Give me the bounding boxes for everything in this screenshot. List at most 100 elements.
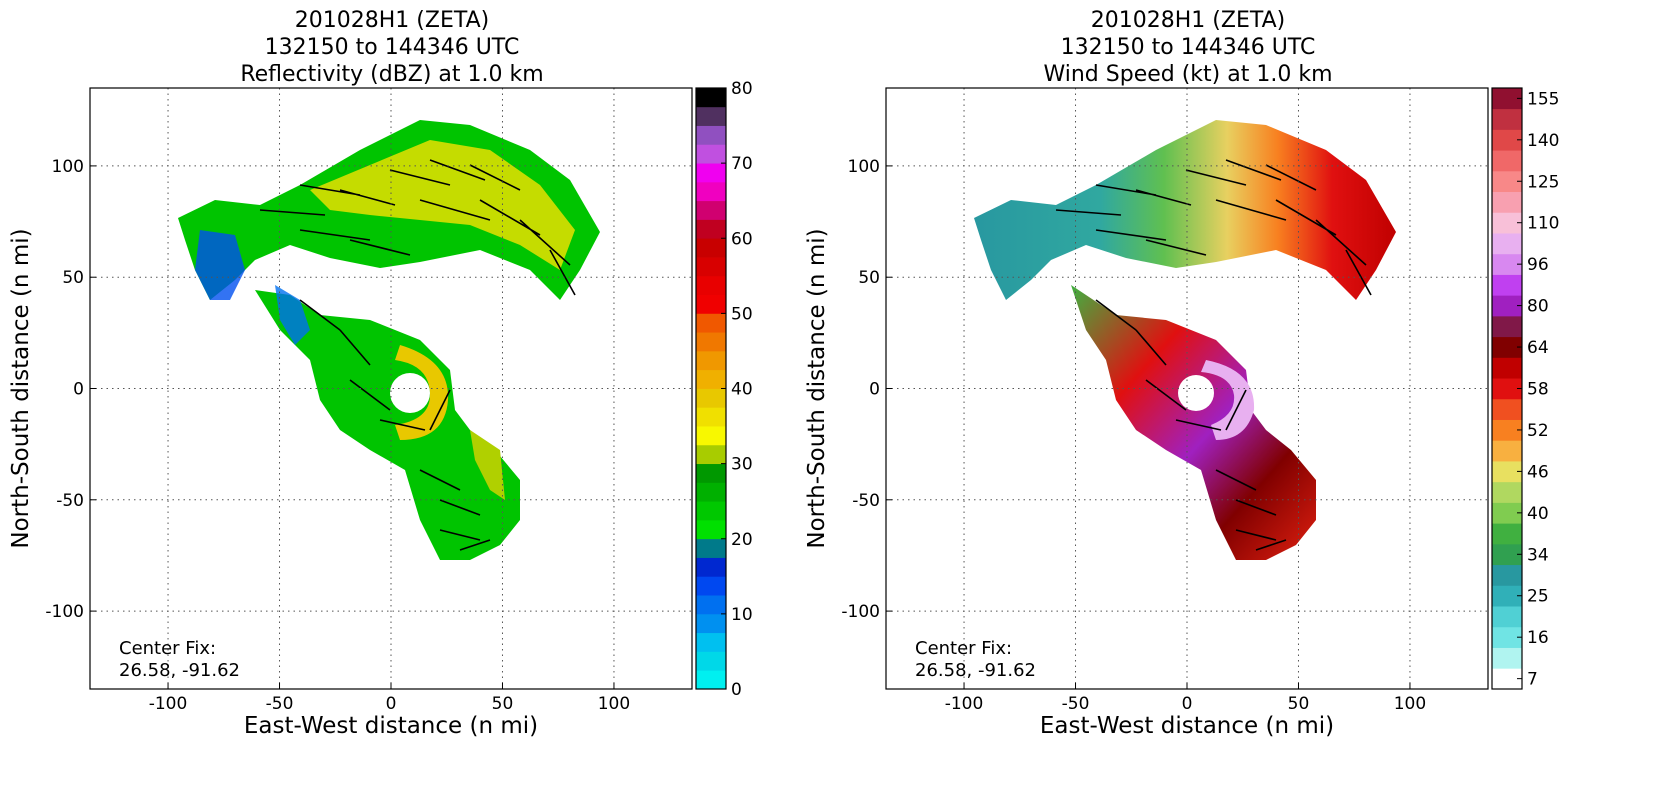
plot-frame bbox=[885, 87, 1489, 690]
colorbar-swatch bbox=[1492, 88, 1522, 110]
colorbar-swatch bbox=[1492, 461, 1522, 483]
x-tick-label: -100 bbox=[945, 694, 984, 714]
plot-frame bbox=[89, 87, 693, 690]
colorbar-swatch bbox=[1492, 440, 1522, 462]
colorbar-swatch bbox=[1492, 212, 1522, 234]
colorbar-swatch bbox=[1492, 315, 1522, 338]
x-tick-label: -50 bbox=[1062, 694, 1090, 714]
colorbar-tick-label: 155 bbox=[1527, 89, 1559, 109]
chart-title: Reflectivity (dBZ) at 1.0 km bbox=[240, 62, 543, 87]
echo-field bbox=[974, 120, 1396, 560]
colorbar-swatch bbox=[696, 219, 726, 239]
colorbar-swatch bbox=[1492, 481, 1522, 503]
colorbar-swatch bbox=[696, 426, 726, 446]
annotation: Center Fix: bbox=[915, 638, 1012, 659]
colorbar-tick-label: 80 bbox=[731, 79, 753, 99]
echo-field bbox=[178, 120, 600, 560]
y-tick-label: 50 bbox=[62, 268, 84, 288]
colorbar-tick-label: 25 bbox=[1527, 587, 1549, 607]
colorbar-swatch bbox=[1492, 108, 1522, 130]
chart-title: 201028H1 (ZETA) bbox=[1091, 8, 1285, 33]
chart-title: Wind Speed (kt) at 1.0 km bbox=[1043, 62, 1332, 87]
x-tick-label: -100 bbox=[149, 694, 188, 714]
colorbar-swatch bbox=[696, 125, 726, 145]
colorbar-swatch bbox=[696, 388, 726, 408]
colorbar-swatch bbox=[696, 501, 726, 521]
colorbar-tick-label: 0 bbox=[731, 680, 742, 700]
colorbar-tick-label: 58 bbox=[1527, 380, 1549, 400]
x-tick-label: 0 bbox=[1182, 694, 1193, 714]
colorbar-swatch bbox=[1492, 606, 1522, 628]
colorbar-swatch bbox=[1492, 502, 1522, 524]
chart-title: 132150 to 144346 UTC bbox=[1061, 35, 1316, 60]
colorbar-swatch bbox=[696, 557, 726, 577]
colorbar-tick-label: 50 bbox=[731, 304, 753, 324]
y-tick-label: 0 bbox=[869, 380, 880, 400]
x-tick-label: 0 bbox=[386, 694, 397, 714]
colorbar-swatch bbox=[1492, 419, 1522, 441]
colorbar-swatch bbox=[1492, 523, 1522, 545]
colorbar-swatch bbox=[1492, 398, 1522, 420]
colorbar-swatch bbox=[696, 538, 726, 558]
colorbar-swatch bbox=[1492, 585, 1522, 607]
y-tick-label: 50 bbox=[858, 268, 880, 288]
colorbar-swatch bbox=[696, 257, 726, 277]
y-tick-label: -50 bbox=[852, 491, 880, 511]
colorbar-swatch bbox=[1492, 378, 1522, 400]
y-axis-label: North-South distance (n mi) bbox=[8, 228, 34, 548]
colorbar-swatch bbox=[696, 670, 726, 690]
colorbar-swatch bbox=[1492, 170, 1522, 193]
colorbar-swatch bbox=[696, 632, 726, 652]
colorbar-swatch bbox=[1492, 626, 1522, 648]
y-tick-label: 100 bbox=[52, 157, 84, 177]
x-axis-label: East-West distance (n mi) bbox=[244, 713, 538, 739]
colorbar-tick-label: 96 bbox=[1527, 255, 1549, 275]
colorbar-tick-label: 60 bbox=[731, 229, 753, 249]
chart-title: 201028H1 (ZETA) bbox=[295, 8, 489, 33]
colorbar-swatch bbox=[696, 444, 726, 465]
colorbar-tick-label: 80 bbox=[1527, 297, 1549, 317]
x-tick-label: 100 bbox=[1394, 694, 1426, 714]
x-tick-label: 100 bbox=[598, 694, 630, 714]
colorbar-swatch bbox=[696, 181, 726, 202]
colorbar-swatch bbox=[1492, 253, 1522, 275]
colorbar-tick-label: 10 bbox=[731, 605, 753, 625]
colorbar-swatch bbox=[696, 463, 726, 483]
colorbar-swatch bbox=[696, 294, 726, 314]
colorbar-swatch bbox=[696, 88, 726, 108]
colorbar-tick-label: 16 bbox=[1527, 628, 1549, 648]
colorbar-swatch bbox=[1492, 543, 1522, 566]
colorbar-tick-label: 110 bbox=[1527, 214, 1559, 234]
y-tick-label: 100 bbox=[848, 157, 880, 177]
colorbar-tick-label: 20 bbox=[731, 530, 753, 550]
colorbar-tick-label: 40 bbox=[1527, 504, 1549, 524]
y-tick-label: -50 bbox=[56, 491, 84, 511]
colorbar-swatch bbox=[696, 595, 726, 615]
colorbar-swatch bbox=[696, 576, 726, 596]
colorbar-swatch bbox=[696, 200, 726, 220]
colorbar-tick-label: 7 bbox=[1527, 670, 1538, 690]
colorbar-swatch bbox=[696, 144, 726, 164]
colorbar-swatch bbox=[1492, 647, 1522, 669]
colorbar-tick-label: 140 bbox=[1527, 131, 1559, 151]
colorbar-tick-label: 30 bbox=[731, 455, 753, 475]
annotation: 26.58, -91.62 bbox=[119, 660, 240, 681]
x-tick-label: 50 bbox=[492, 694, 514, 714]
colorbar-swatch bbox=[1492, 336, 1522, 358]
colorbar-swatch bbox=[1492, 564, 1522, 586]
colorbar-swatch bbox=[696, 369, 726, 389]
colorbar-tick-label: 125 bbox=[1527, 172, 1559, 192]
annotation: 26.58, -91.62 bbox=[915, 660, 1036, 681]
colorbar-swatch bbox=[696, 163, 726, 183]
colorbar-swatch bbox=[696, 350, 726, 371]
colorbar-tick-label: 40 bbox=[731, 380, 753, 400]
colorbar-swatch bbox=[696, 651, 726, 671]
x-tick-label: 50 bbox=[1288, 694, 1310, 714]
colorbar-swatch bbox=[696, 519, 726, 540]
colorbar-swatch bbox=[1492, 129, 1522, 151]
x-axis-label: East-West distance (n mi) bbox=[1040, 713, 1334, 739]
y-tick-label: -100 bbox=[841, 602, 880, 622]
colorbar-swatch bbox=[696, 482, 726, 502]
x-tick-label: -50 bbox=[266, 694, 294, 714]
